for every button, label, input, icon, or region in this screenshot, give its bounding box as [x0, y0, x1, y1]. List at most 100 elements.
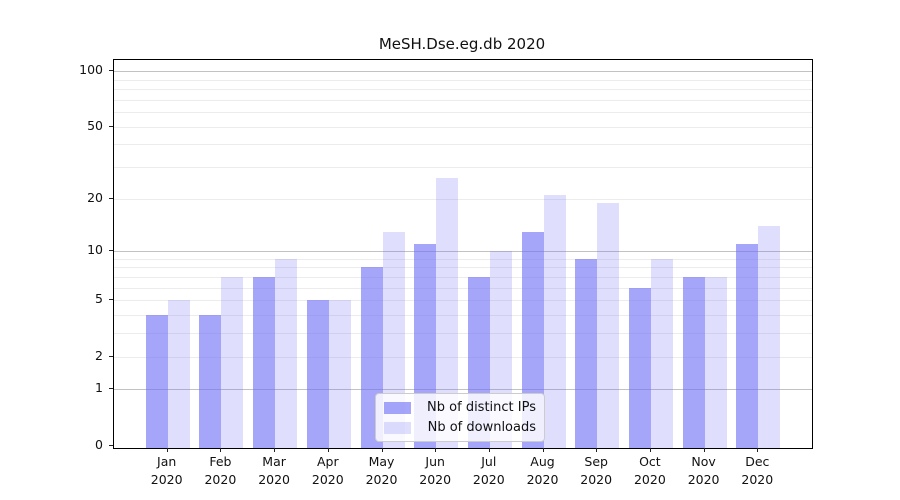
gridline-y-7 [114, 277, 812, 278]
gridline-y-5 [114, 300, 812, 302]
bar-ips-sep [575, 258, 598, 448]
x-tick-label-aug: Aug 2020 [511, 453, 575, 489]
y-tick-mark-10 [109, 250, 113, 252]
x-tick-label-jul: Jul 2020 [457, 453, 521, 489]
gridline-y-2 [114, 356, 812, 358]
legend: Nb of distinct IPs Nb of downloads [375, 393, 545, 442]
x-tick-mark-may [381, 448, 383, 452]
gridline-y-100 [114, 71, 812, 73]
x-tick-mark-nov [703, 448, 705, 452]
legend-item-distinct-ips: Nb of distinct IPs [384, 400, 536, 415]
x-tick-label-may: May 2020 [350, 453, 414, 489]
bar-ips-nov [682, 277, 705, 448]
legend-item-downloads: Nb of downloads [384, 420, 536, 435]
x-tick-year: 2020 [204, 472, 237, 487]
x-tick-mark-jan [166, 448, 168, 452]
x-tick-month: Mar [262, 454, 286, 469]
x-tick-year: 2020 [311, 472, 344, 487]
bar-downloads-oct [650, 258, 673, 448]
y-tick-mark-5 [109, 299, 113, 301]
bar-downloads-aug [543, 194, 566, 448]
x-tick-mark-mar [274, 448, 276, 452]
x-tick-label-dec: Dec 2020 [725, 453, 789, 489]
gridline-y-8 [114, 267, 812, 269]
x-tick-mark-jul [488, 448, 490, 452]
bar-ips-feb [199, 315, 222, 448]
gridline-y-40 [114, 144, 812, 146]
bar-downloads-nov [704, 277, 727, 448]
x-tick-month: Jun [425, 454, 445, 469]
gridline-y-60 [114, 112, 812, 114]
x-tick-label-mar: Mar 2020 [242, 453, 306, 489]
gridline-y-90 [114, 79, 812, 81]
legend-label-distinct-ips: Nb of distinct IPs [427, 400, 536, 415]
x-tick-mark-oct [649, 448, 651, 452]
x-tick-label-nov: Nov 2020 [672, 453, 736, 489]
plot-area: Nb of distinct IPs Nb of downloads [113, 59, 813, 449]
y-tick-mark-100 [109, 70, 113, 72]
y-tick-label-20: 20 [87, 189, 103, 205]
x-tick-year: 2020 [580, 472, 613, 487]
gridline-y-20 [114, 198, 812, 200]
x-tick-label-oct: Oct 2020 [618, 453, 682, 489]
x-tick-month: Aug [530, 454, 555, 469]
x-tick-mark-sep [596, 448, 598, 452]
x-tick-month: Jan [157, 454, 177, 469]
bar-ips-dec [736, 244, 759, 448]
y-tick-mark-2 [109, 355, 113, 357]
y-tick-mark-50 [109, 125, 113, 127]
bar-downloads-feb [221, 277, 244, 448]
x-tick-label-apr: Apr 2020 [296, 453, 360, 489]
bar-downloads-dec [758, 226, 781, 448]
x-tick-month: Jul [481, 454, 497, 469]
bar-downloads-sep [597, 202, 620, 448]
y-tick-mark-0 [109, 444, 113, 446]
bar-ips-apr [306, 300, 329, 448]
bar-downloads-jun [436, 178, 459, 448]
y-tick-mark-20 [109, 197, 113, 199]
x-tick-mark-feb [220, 448, 222, 452]
x-tick-label-jan: Jan 2020 [135, 453, 199, 489]
legend-label-downloads: Nb of downloads [427, 420, 536, 435]
x-tick-label-feb: Feb 2020 [188, 453, 252, 489]
x-tick-year: 2020 [741, 472, 774, 487]
gridline-y-3 [114, 333, 812, 335]
x-tick-month: Oct [639, 454, 661, 469]
x-tick-year: 2020 [633, 472, 666, 487]
bar-ips-oct [628, 287, 651, 448]
y-tick-label-50: 50 [87, 117, 103, 133]
x-tick-mark-dec [757, 448, 759, 452]
chart-title: MeSH.Dse.eg.db 2020 [378, 35, 546, 53]
x-tick-month: Apr [316, 454, 339, 469]
x-tick-year: 2020 [258, 472, 290, 487]
x-tick-label-sep: Sep 2020 [564, 453, 628, 489]
x-tick-year: 2020 [526, 472, 559, 487]
bar-downloads-apr [328, 300, 351, 448]
x-tick-month: Nov [691, 454, 716, 469]
x-tick-label-jun: Jun 2020 [403, 453, 467, 489]
y-tick-label-100: 100 [79, 62, 103, 78]
x-tick-year: 2020 [150, 472, 183, 487]
gridline-y-30 [114, 167, 812, 169]
x-tick-month: Sep [584, 454, 608, 469]
x-tick-year: 2020 [687, 472, 720, 487]
bar-ips-mar [253, 277, 276, 448]
x-tick-year: 2020 [365, 472, 398, 487]
gridline-y-1 [114, 389, 812, 391]
gridline-y-6 [114, 287, 812, 289]
gridline-y-70 [114, 99, 812, 101]
x-tick-year: 2020 [472, 472, 505, 487]
y-tick-mark-1 [109, 388, 113, 390]
y-tick-label-1: 1 [95, 380, 103, 396]
y-tick-label-10: 10 [87, 242, 103, 258]
gridline-y-80 [114, 89, 812, 91]
x-tick-mark-aug [542, 448, 544, 452]
gridline-y-4 [114, 315, 812, 317]
legend-swatch-distinct-ips [384, 401, 411, 414]
x-tick-mark-apr [327, 448, 329, 452]
gridline-y-50 [114, 126, 812, 128]
x-tick-month: Feb [209, 454, 232, 469]
y-tick-label-0: 0 [95, 436, 103, 452]
gridline-y-10 [114, 251, 812, 253]
